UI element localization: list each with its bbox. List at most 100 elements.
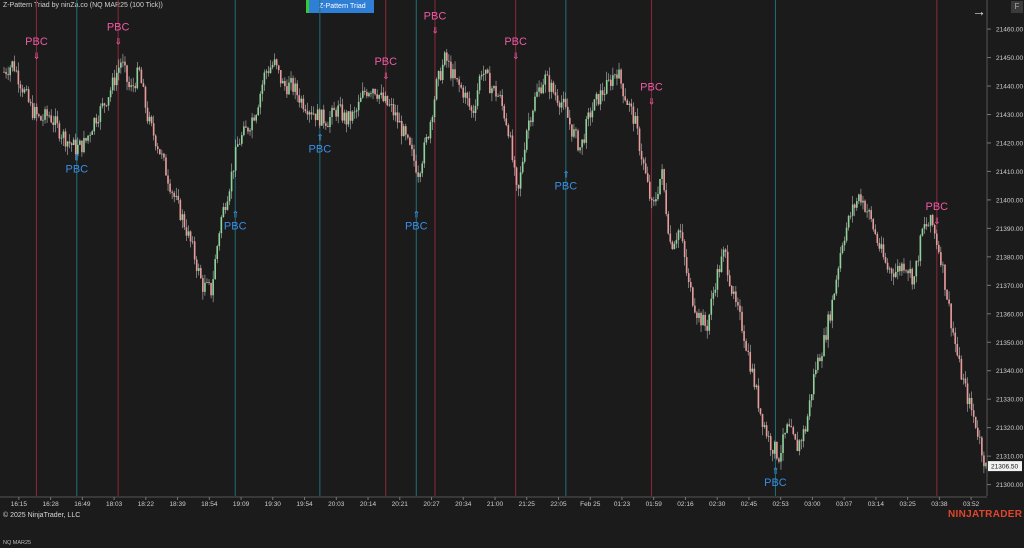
candle-body — [74, 139, 77, 155]
candle-body — [415, 160, 417, 173]
candle-body — [405, 126, 407, 135]
candle-body — [232, 170, 235, 172]
candle-body — [595, 93, 598, 100]
candle-body — [856, 201, 858, 208]
y-tick-label: 21400.00 — [996, 197, 1023, 204]
candle-body — [618, 69, 620, 79]
candle-body — [706, 325, 708, 331]
candle-body — [776, 441, 778, 459]
candle-body — [931, 215, 934, 225]
candle-body — [154, 135, 157, 147]
pbc-arrow-up: ⇑ — [413, 210, 421, 220]
f-button[interactable]: F — [1011, 1, 1023, 13]
candle-body — [763, 425, 766, 427]
indicator-tab[interactable]: Z-Pattern Triad — [306, 0, 374, 13]
candle-body — [733, 291, 735, 294]
candle-body — [446, 52, 448, 61]
candle-body — [974, 416, 977, 428]
x-tick-label: 03:38 — [931, 501, 948, 508]
candle-body — [21, 88, 24, 93]
candle-body — [815, 369, 817, 375]
candle-body — [204, 282, 206, 292]
signal-lines — [35, 0, 938, 496]
x-tick-label: 18:03 — [106, 501, 123, 508]
candle-body — [191, 241, 194, 243]
candle-body — [200, 268, 202, 279]
candle-body — [593, 99, 596, 111]
x-tick-label: 22:05 — [550, 501, 567, 508]
candle-body — [644, 163, 647, 174]
candle-body — [577, 130, 579, 151]
candle-body — [197, 268, 200, 271]
candle-body — [614, 74, 616, 76]
candle-body — [247, 127, 249, 132]
candle-body — [698, 313, 700, 319]
candle-body — [626, 100, 629, 105]
candle-body — [935, 233, 938, 245]
candle-body — [921, 228, 924, 236]
candle-body — [99, 106, 102, 122]
candle-body — [279, 70, 282, 84]
pbc-label: PBC — [309, 144, 332, 156]
x-tick-label: 19:54 — [296, 501, 313, 508]
y-tick-label: 21340.00 — [996, 368, 1023, 375]
candle-body — [753, 368, 756, 388]
candle-body — [765, 425, 768, 437]
candle-body — [718, 269, 721, 273]
candle-body — [89, 134, 91, 136]
candle-body — [234, 146, 237, 171]
arrow-right-icon[interactable]: → — [972, 3, 986, 19]
candle-body — [425, 136, 428, 143]
candle-body — [745, 341, 747, 351]
candle-body — [981, 437, 983, 456]
candle-body — [851, 204, 854, 216]
candle-body — [484, 69, 487, 74]
candle-body — [958, 355, 961, 360]
candle-body — [386, 96, 389, 106]
candle-body — [460, 84, 462, 88]
candle-body — [407, 134, 409, 138]
candle-body — [310, 112, 313, 115]
candle-body — [979, 436, 981, 438]
candle-body — [17, 70, 20, 85]
candle-body — [163, 153, 165, 158]
pbc-label: PBC — [926, 201, 949, 213]
candle-body — [755, 385, 758, 388]
candle-body — [923, 224, 926, 229]
candle-body — [337, 105, 339, 117]
candle-body — [825, 335, 827, 340]
candle-body — [261, 84, 264, 94]
candle-body — [325, 123, 327, 126]
candle-body — [610, 79, 612, 86]
candle-body — [564, 98, 567, 107]
candle-body — [361, 90, 364, 98]
candle-body — [913, 276, 916, 285]
candle-body — [9, 67, 11, 76]
candle-body — [3, 71, 5, 73]
pbc-arrow-up: ⇑ — [73, 153, 81, 163]
candle-body — [798, 440, 801, 452]
candle-body — [579, 147, 581, 151]
candle-body — [115, 72, 118, 86]
candle-body — [263, 72, 266, 85]
candle-body — [607, 79, 610, 81]
candle-body — [884, 257, 887, 263]
candle-body — [132, 85, 134, 87]
candle-body — [525, 130, 528, 150]
candle-body — [105, 105, 108, 107]
candle-body — [148, 116, 151, 122]
candle-body — [448, 60, 450, 62]
candle-body — [667, 213, 670, 234]
candle-body — [810, 394, 813, 401]
candle-body — [597, 93, 600, 105]
candle-body — [560, 102, 563, 108]
candle-body — [368, 93, 370, 97]
candle-body — [552, 82, 555, 93]
candle-body — [91, 131, 93, 135]
candle-body — [111, 77, 114, 91]
candle-body — [724, 249, 727, 252]
y-tick-label: 21370.00 — [996, 283, 1023, 290]
candle-body — [671, 241, 674, 250]
candle-body — [880, 244, 883, 249]
